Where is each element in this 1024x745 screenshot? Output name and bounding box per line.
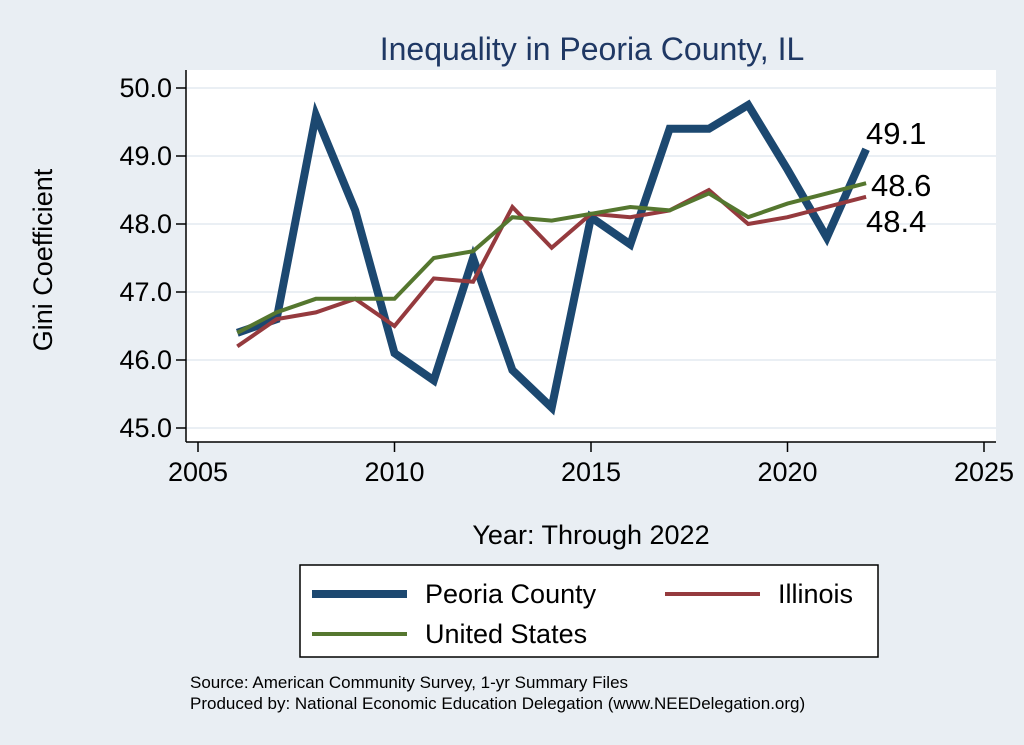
legend-label-illinois: Illinois <box>778 579 853 609</box>
y-axis-label: Gini Coefficient <box>28 168 58 351</box>
plot-area: 45.0 46.0 47.0 48.0 49.0 50.0 2005 2010 2015 2020… <box>119 70 1014 487</box>
source-line-2: Produced by: National Economic Education… <box>190 694 805 713</box>
y-tick-label: 46.0 <box>119 345 172 375</box>
chart-title: Inequality in Peoria County, IL <box>380 31 805 67</box>
end-label-peoria-county: 49.1 <box>866 116 926 151</box>
source-line-1: Source: American Community Survey, 1-yr … <box>190 673 628 692</box>
x-tick-label: 2025 <box>954 457 1014 487</box>
y-tick-label: 47.0 <box>119 277 172 307</box>
x-tick-label: 2020 <box>757 457 817 487</box>
x-tick-label: 2010 <box>364 457 424 487</box>
series-line-peoria-county <box>235 99 870 416</box>
y-tick-label: 50.0 <box>119 73 172 103</box>
end-label-united-states: 48.6 <box>871 168 931 203</box>
series-line-united-states <box>236 181 867 335</box>
series-line-illinois <box>236 187 867 349</box>
legend-label-united-states: United States <box>425 619 587 649</box>
legend-label-peoria-county: Peoria County <box>425 579 597 609</box>
x-tick-label: 2015 <box>561 457 621 487</box>
x-tick-label: 2005 <box>168 457 228 487</box>
x-axis-label: Year: Through 2022 <box>472 520 709 550</box>
legend: Peoria County Illinois United States <box>299 564 879 658</box>
y-tick-label: 49.0 <box>119 141 172 171</box>
legend-box <box>299 564 879 658</box>
y-tick-label: 45.0 <box>119 413 172 443</box>
y-tick-label: 48.0 <box>119 209 172 239</box>
end-label-illinois: 48.4 <box>866 204 926 239</box>
